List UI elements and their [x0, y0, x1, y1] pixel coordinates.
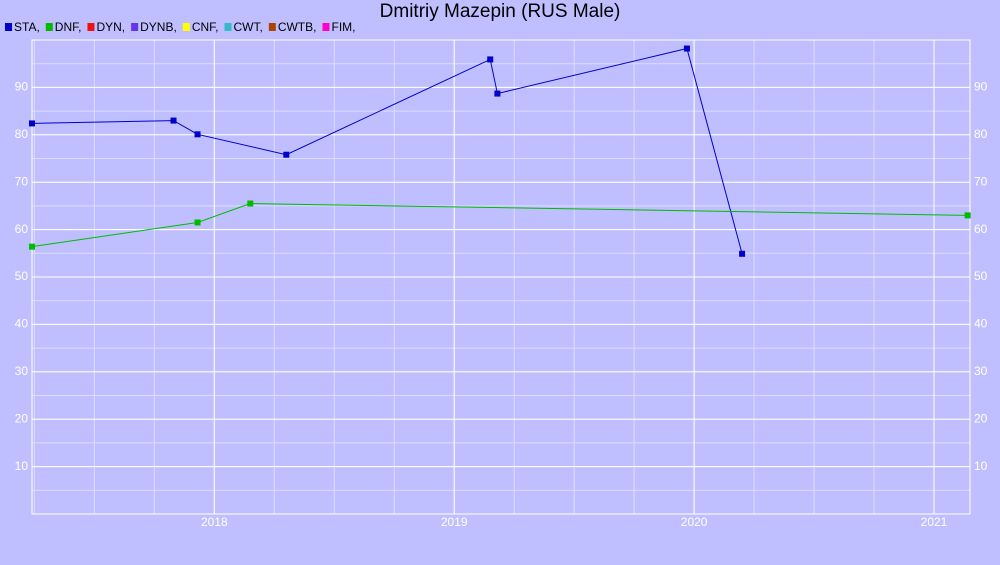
legend-label: CWTB, — [278, 20, 317, 34]
legend-swatch — [45, 23, 53, 31]
y-tick-label: 70 — [15, 174, 29, 188]
point — [29, 243, 35, 250]
y2-tick-label: 80 — [974, 127, 988, 141]
point — [194, 131, 201, 138]
y2-tick-label: 50 — [974, 269, 988, 283]
y2-tick-label: 60 — [974, 222, 988, 236]
point — [494, 90, 501, 97]
legend-label: FIM, — [331, 20, 355, 34]
chart-title: Dmitriy Mazepin (RUS Male) — [380, 1, 621, 22]
legend-label: DYNB, — [140, 20, 177, 34]
y-tick-label: 30 — [15, 364, 29, 378]
series-line — [31, 47, 743, 254]
x-tick-label: 2021 — [921, 515, 948, 529]
legend-swatch — [268, 23, 276, 31]
point — [247, 200, 254, 207]
y-tick-label: 40 — [15, 317, 29, 331]
legend-swatch — [87, 23, 95, 31]
legend-swatch — [182, 23, 190, 31]
legend-swatch — [131, 23, 139, 31]
point — [170, 117, 177, 124]
x-tick-label: 2019 — [441, 515, 468, 529]
y2-tick-label: 30 — [974, 364, 988, 378]
legend-label: DYN, — [96, 20, 125, 34]
y2-tick-label: 40 — [974, 317, 988, 331]
point — [487, 56, 494, 63]
y2-tick-label: 10 — [974, 459, 988, 473]
y2-tick-label: 70 — [974, 174, 988, 188]
x-tick-label: 2018 — [201, 515, 228, 529]
point — [283, 151, 290, 158]
y-tick-label: 50 — [15, 269, 29, 283]
point — [29, 120, 35, 127]
legend-label: CNF, — [192, 20, 219, 34]
y2-tick-label: 90 — [974, 80, 988, 94]
y-tick-label: 20 — [15, 411, 29, 425]
point — [683, 45, 690, 52]
y-tick-label: 60 — [15, 222, 29, 236]
y-tick-label: 90 — [15, 80, 29, 94]
x-tick-label: 2020 — [681, 515, 708, 529]
legend-swatch — [5, 23, 12, 31]
legend-swatch — [224, 23, 232, 31]
plot-frame — [31, 39, 971, 515]
point — [194, 219, 201, 226]
y-tick-label: 10 — [15, 459, 29, 473]
y-tick-label: 80 — [15, 127, 29, 141]
y2-tick-label: 20 — [974, 411, 988, 425]
legend-label: CWT, — [233, 20, 262, 34]
point — [964, 212, 971, 219]
series-line — [31, 203, 968, 248]
legend-swatch — [322, 23, 330, 31]
legend-label: DNF, — [55, 20, 82, 34]
point — [739, 250, 746, 257]
legend-label: STA, — [14, 20, 40, 34]
